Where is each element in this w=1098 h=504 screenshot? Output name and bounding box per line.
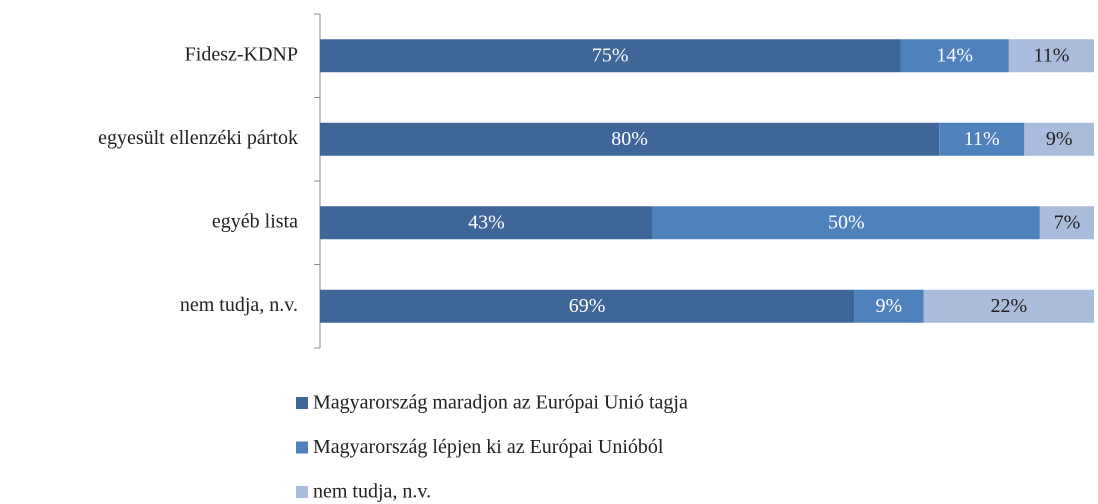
value-label: 11%: [1033, 44, 1069, 66]
value-label: 9%: [876, 295, 903, 317]
legend-swatch: [296, 486, 308, 498]
bar-segment: [320, 206, 653, 240]
bar-segment: [320, 39, 901, 73]
bar-segment: [652, 206, 1040, 240]
bar-segment: [320, 122, 940, 156]
legend-label: nem tudja, n.v.: [313, 481, 431, 503]
category-label: nem tudja, n.v.: [180, 294, 298, 316]
legend-label: Magyarország lépjen ki az Európai Unióbó…: [313, 436, 664, 458]
value-label: 11%: [964, 128, 1000, 150]
value-label: 50%: [828, 211, 865, 233]
bar-segment: [1039, 206, 1094, 240]
value-label: 75%: [592, 44, 629, 66]
value-label: 43%: [468, 211, 505, 233]
value-label: 69%: [569, 295, 606, 317]
bar-segment: [854, 289, 924, 323]
value-label: 80%: [611, 128, 648, 150]
bar-segment: [923, 289, 1094, 323]
value-label: 7%: [1054, 211, 1081, 233]
bar-segment: [320, 289, 855, 323]
legend-swatch: [296, 441, 308, 454]
legend-label: Magyarország maradjon az Európai Unió ta…: [313, 392, 688, 414]
bar-segment: [939, 122, 1025, 156]
value-label: 9%: [1046, 128, 1073, 150]
value-label: 14%: [936, 44, 973, 66]
bar-segment: [1024, 122, 1094, 156]
category-label: egyéb lista: [212, 210, 298, 232]
legend-swatch: [296, 397, 308, 409]
value-label: 22%: [991, 295, 1028, 317]
category-label: egyesült ellenzéki pártok: [98, 127, 298, 149]
category-label: Fidesz-KDNP: [185, 43, 298, 65]
bar-segment: [1008, 39, 1094, 73]
bar-segment: [900, 39, 1009, 73]
